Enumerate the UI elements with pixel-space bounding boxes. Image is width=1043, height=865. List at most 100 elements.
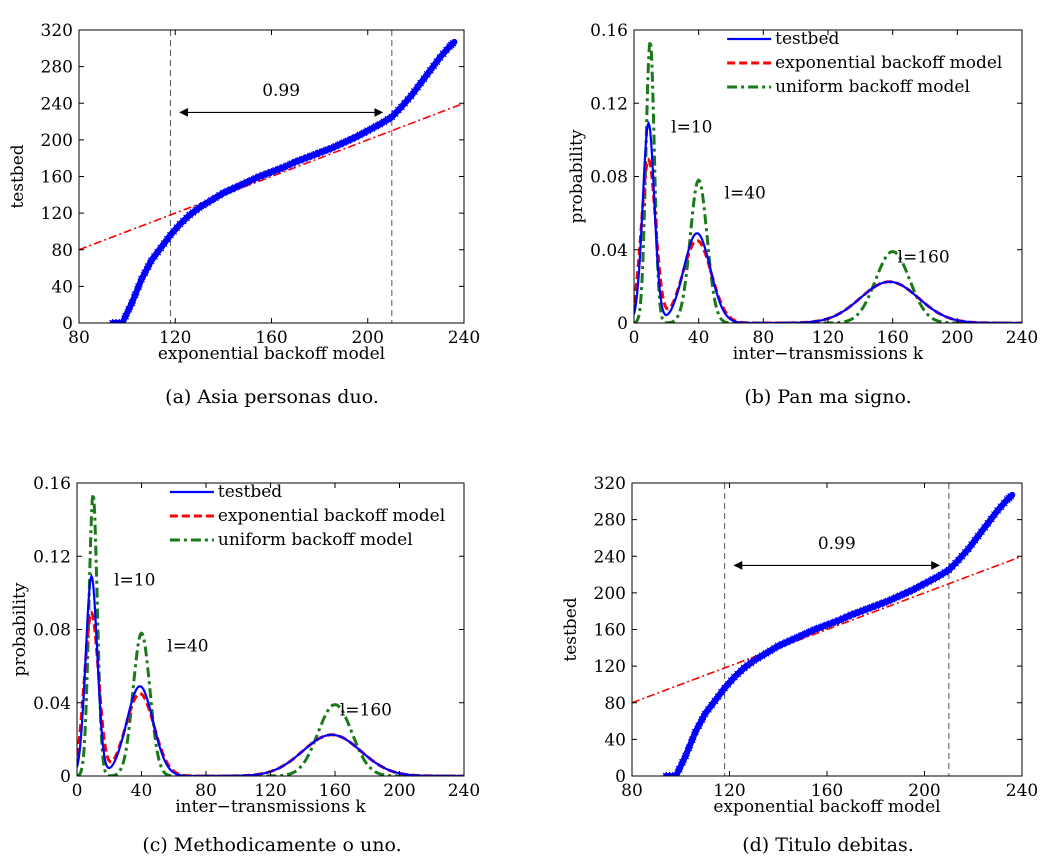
qq-point bbox=[835, 616, 844, 625]
legend-entry: uniform backoff model bbox=[775, 77, 970, 97]
x-tick-label: 200 bbox=[908, 781, 940, 801]
qq-point bbox=[275, 164, 284, 173]
qq-point bbox=[255, 172, 264, 181]
peak-label-1: l=40 bbox=[725, 183, 766, 203]
qq-point bbox=[442, 45, 451, 54]
y-axis-label: probability bbox=[10, 582, 30, 676]
peak-label-0: l=10 bbox=[114, 571, 155, 591]
qq-point bbox=[397, 102, 406, 111]
qq-point bbox=[723, 680, 732, 689]
qq-point bbox=[802, 629, 811, 638]
qq-point bbox=[439, 49, 448, 58]
qq-point bbox=[684, 743, 693, 752]
y-tick-label: 0.08 bbox=[33, 621, 71, 641]
x-tick-label: 200 bbox=[941, 328, 973, 348]
qq-point bbox=[400, 99, 409, 108]
y-tick-label: 0.04 bbox=[33, 694, 71, 714]
x-tick-label: 240 bbox=[448, 328, 480, 348]
qq-point bbox=[367, 124, 376, 133]
qq-point bbox=[359, 128, 368, 137]
qq-point bbox=[315, 148, 324, 157]
qq-point bbox=[987, 514, 996, 523]
qq-point bbox=[160, 239, 169, 248]
qq-point bbox=[758, 651, 767, 660]
y-tick-label: 120 bbox=[41, 204, 73, 224]
qq-point bbox=[951, 559, 960, 568]
qq-point bbox=[710, 696, 719, 705]
qq-point bbox=[355, 130, 364, 139]
qq-point bbox=[156, 243, 165, 252]
qq-point bbox=[219, 188, 228, 197]
x-tick-label: 120 bbox=[812, 328, 844, 348]
qq-point bbox=[823, 620, 831, 629]
qq-point bbox=[169, 227, 178, 236]
qq-point bbox=[782, 638, 791, 647]
qq-point bbox=[432, 57, 441, 66]
x-tick-label: 200 bbox=[352, 328, 384, 348]
qq-point bbox=[737, 666, 746, 675]
qq-point bbox=[299, 154, 308, 163]
qq-point bbox=[271, 166, 280, 175]
qq-point bbox=[243, 177, 252, 186]
qq-point bbox=[335, 140, 344, 149]
qq-point bbox=[954, 555, 963, 564]
qq-point bbox=[153, 248, 162, 257]
y-axis-label: testbed bbox=[561, 597, 581, 661]
qq-point bbox=[778, 640, 787, 649]
qq-point bbox=[327, 144, 336, 153]
qq-point bbox=[691, 728, 700, 737]
qq-point bbox=[207, 196, 216, 205]
qq-point bbox=[176, 220, 185, 229]
qq-point bbox=[371, 122, 380, 131]
qq-point bbox=[448, 39, 457, 48]
qq-point bbox=[720, 684, 729, 693]
qq-point bbox=[410, 87, 419, 96]
qq-point bbox=[688, 735, 697, 744]
y-tick-label: 200 bbox=[41, 131, 73, 151]
qq-point bbox=[413, 83, 422, 92]
y-tick-label: 320 bbox=[594, 474, 626, 494]
x-tick-label: 160 bbox=[255, 328, 287, 348]
qq-point bbox=[827, 619, 836, 628]
y-tick-label: 40 bbox=[51, 277, 73, 297]
qq-point bbox=[704, 705, 713, 714]
panel-caption: (b) Pan ma signo. bbox=[744, 386, 911, 408]
qq-point bbox=[971, 536, 980, 545]
qq-point bbox=[1000, 498, 1009, 507]
qq-point bbox=[131, 290, 140, 299]
legend-entry: exponential backoff model bbox=[218, 506, 445, 526]
qq-point bbox=[888, 595, 897, 604]
qq-point bbox=[928, 575, 937, 584]
qq-point bbox=[996, 502, 1005, 511]
qq-point bbox=[239, 179, 248, 188]
x-tick-label: 80 bbox=[68, 328, 90, 348]
qq-point bbox=[678, 758, 687, 767]
qq-point bbox=[407, 91, 416, 100]
y-tick-label: 160 bbox=[41, 168, 73, 188]
qq-point bbox=[263, 169, 272, 178]
y-tick-label: 0 bbox=[60, 767, 71, 787]
y-axis-label: testbed bbox=[8, 144, 28, 208]
qq-point bbox=[880, 598, 889, 607]
qq-point bbox=[859, 606, 868, 615]
qq-point bbox=[904, 587, 913, 596]
y-tick-label: 320 bbox=[41, 21, 73, 41]
qq-point bbox=[199, 201, 208, 210]
x-tick-label: 160 bbox=[811, 781, 843, 801]
qq-point bbox=[754, 654, 763, 663]
x-tick-label: 80 bbox=[621, 781, 643, 801]
qq-point bbox=[912, 583, 921, 592]
qq-point bbox=[416, 79, 425, 88]
x-axis-label: inter−transmissions k bbox=[175, 797, 366, 817]
x-tick-label: 240 bbox=[1006, 781, 1038, 801]
qq-point bbox=[247, 176, 256, 185]
qq-point bbox=[794, 632, 803, 641]
qq-point bbox=[147, 256, 156, 265]
qq-point bbox=[227, 185, 236, 194]
qq-point bbox=[343, 136, 352, 145]
y-tick-label: 0.04 bbox=[590, 241, 628, 261]
x-tick-label: 160 bbox=[319, 781, 351, 801]
qq-point bbox=[983, 519, 992, 528]
qq-point bbox=[351, 133, 360, 142]
